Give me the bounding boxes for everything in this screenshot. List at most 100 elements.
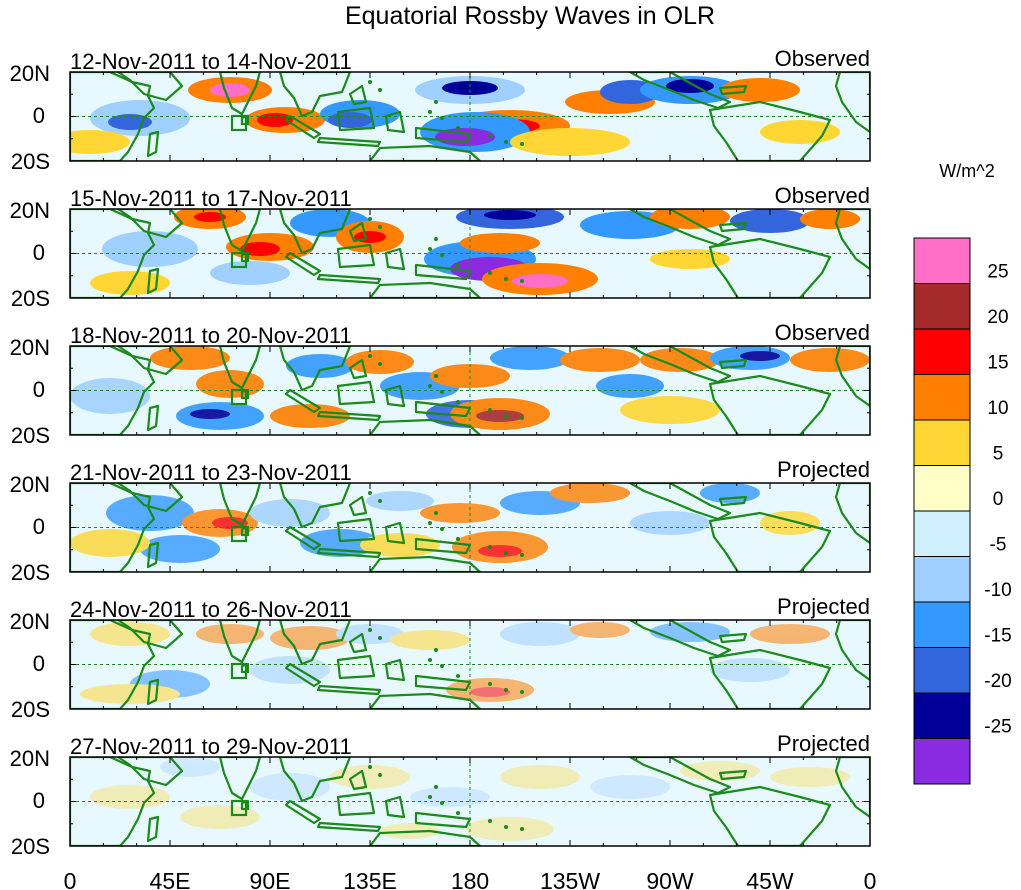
olr-anomaly-contour [390,630,470,650]
olr-anomaly-contour [800,209,860,229]
olr-anomaly-contour [257,113,293,127]
colorbar-swatch [913,647,971,694]
longitude-label: 135E [343,868,397,890]
olr-anomaly-contour [620,396,720,424]
olr-anomaly-contour [442,81,498,95]
olr-anomaly-contour [270,404,350,428]
map-panel-6 [69,756,871,847]
colorbar: W/m^2 25 20 15 10 5 0 -5 -10 -15 -20 -25 [913,161,1012,785]
colorbar-label: 10 [987,398,1008,419]
olr-anomaly-contour [730,209,810,233]
colorbar-label: -10 [984,580,1011,601]
olr-anomaly-contour [210,261,290,285]
panel-kind-label: Projected [777,731,870,756]
longitude-label: 90W [646,868,694,890]
map-panel-4 [69,482,871,573]
colorbar-label: -20 [984,671,1011,692]
olr-anomaly-contour [250,499,330,527]
anomaly-field [90,757,850,841]
latitude-label: 20S [11,286,50,311]
olr-anomaly-contour [70,529,150,557]
olr-anomaly-contour [470,687,510,697]
panel-kind-label: Observed [775,46,870,71]
longitude-label: 0 [864,868,877,890]
olr-anomaly-contour [328,112,372,128]
olr-anomaly-contour [90,622,170,646]
olr-anomaly-contour [150,346,230,370]
olr-anomaly-contour [680,761,760,781]
colorbar-label: 15 [987,353,1008,374]
map-panel-1 [69,71,871,162]
colorbar-label: -15 [984,626,1011,647]
colorbar-swatch [913,510,971,557]
coastlines [70,620,870,709]
olr-anomaly-contour [550,483,630,503]
colorbar-label: 20 [987,307,1008,328]
olr-anomaly-contour [500,765,580,789]
coastlines [70,757,870,846]
olr-anomaly-contour [750,624,830,644]
panel-date-range: 24-Nov-2011 to 26-Nov-2011 [70,597,352,622]
olr-anomaly-contour [478,545,522,557]
latitude-label: 0 [33,514,45,539]
colorbar-swatch [913,374,971,421]
map-panel-5 [69,619,871,710]
latitude-label: 20S [11,834,50,859]
latitude-label: 20N [10,198,50,223]
olr-anomaly-contour [80,684,180,704]
longitude-label: 0 [64,868,77,890]
colorbar-swatch [913,692,971,739]
olr-anomaly-contour [180,805,260,829]
olr-anomaly-contour [596,374,664,398]
olr-anomaly-contour [210,83,250,97]
colorbar-swatch [913,328,971,375]
colorbar-swatch [913,237,971,284]
colorbar-label: 25 [987,262,1008,283]
map-panel-2 [69,208,871,299]
coastlines [70,483,870,572]
olr-anomaly-contour [240,242,280,256]
olr-anomaly-contour [512,274,568,288]
olr-anomaly-contour [90,785,170,809]
coastlines [70,72,870,161]
olr-anomaly-contour [366,491,434,511]
olr-anomaly-contour [194,212,226,222]
panel-date-range: 21-Nov-2011 to 23-Nov-2011 [70,460,352,485]
latitude-label: 20S [11,149,50,174]
olr-anomaly-contour [790,348,870,372]
panel-kind-label: Observed [775,320,870,345]
colorbar-swatch [913,556,971,603]
olr-anomaly-contour [330,765,410,789]
latitude-label: 0 [33,788,45,813]
olr-anomaly-contour [700,483,760,503]
olr-anomaly-contour [196,624,264,644]
panel-date-range: 27-Nov-2011 to 29-Nov-2011 [70,734,352,759]
olr-anomaly-contour [510,128,630,156]
longitude-label: 45W [746,868,794,890]
map-panel-3 [69,345,871,436]
olr-anomaly-contour [410,787,490,807]
coastlines [70,346,870,435]
latitude-label: 20N [10,609,50,634]
colorbar-swatch [913,601,971,648]
olr-anomaly-contour [140,535,220,563]
olr-anomaly-contour [560,348,640,372]
olr-anomaly-contour [770,767,850,787]
units-label: W/m^2 [939,161,994,181]
latitude-label: 20N [10,472,50,497]
latitude-label: 0 [33,240,45,265]
olr-anomaly-contour [420,503,500,523]
olr-anomaly-contour [570,622,630,638]
olr-anomaly-contour [590,775,670,799]
olr-anomaly-contour [466,817,554,841]
olr-anomaly-contour [250,773,330,801]
longitude-label: 135W [540,868,600,890]
latitude-label: 0 [33,377,45,402]
figure-title: Equatorial Rossby Waves in OLR [345,2,715,30]
olr-anomaly-contour [70,378,150,414]
colorbar-swatch [913,465,971,512]
olr-anomaly-contour [70,130,130,154]
olr-anomaly-contour [160,757,220,777]
latitude-label: 20N [10,335,50,360]
panel-date-range: 12-Nov-2011 to 14-Nov-2011 [70,49,352,74]
